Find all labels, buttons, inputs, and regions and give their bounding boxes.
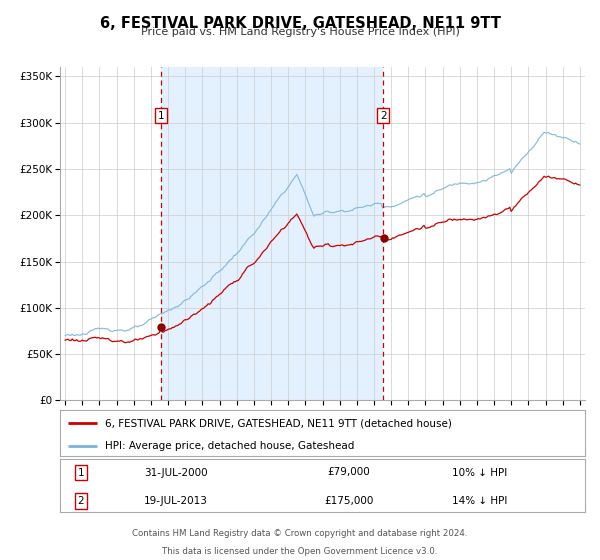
Text: £175,000: £175,000 (324, 496, 373, 506)
Text: HPI: Average price, detached house, Gateshead: HPI: Average price, detached house, Gate… (104, 441, 354, 451)
Text: 31-JUL-2000: 31-JUL-2000 (143, 468, 208, 478)
Text: 2: 2 (380, 110, 387, 120)
Text: £79,000: £79,000 (328, 468, 370, 478)
Text: Price paid vs. HM Land Registry's House Price Index (HPI): Price paid vs. HM Land Registry's House … (140, 27, 460, 37)
Text: 10% ↓ HPI: 10% ↓ HPI (452, 468, 508, 478)
Text: This data is licensed under the Open Government Licence v3.0.: This data is licensed under the Open Gov… (163, 547, 437, 556)
Text: 14% ↓ HPI: 14% ↓ HPI (452, 496, 508, 506)
Text: 6, FESTIVAL PARK DRIVE, GATESHEAD, NE11 9TT: 6, FESTIVAL PARK DRIVE, GATESHEAD, NE11 … (100, 16, 500, 31)
Text: 1: 1 (158, 110, 164, 120)
Text: 6, FESTIVAL PARK DRIVE, GATESHEAD, NE11 9TT (detached house): 6, FESTIVAL PARK DRIVE, GATESHEAD, NE11 … (104, 418, 452, 428)
Text: 19-JUL-2013: 19-JUL-2013 (143, 496, 208, 506)
Text: 2: 2 (77, 496, 85, 506)
Text: 1: 1 (77, 468, 85, 478)
Bar (161, 67, 383, 400)
Text: Contains HM Land Registry data © Crown copyright and database right 2024.: Contains HM Land Registry data © Crown c… (132, 529, 468, 538)
